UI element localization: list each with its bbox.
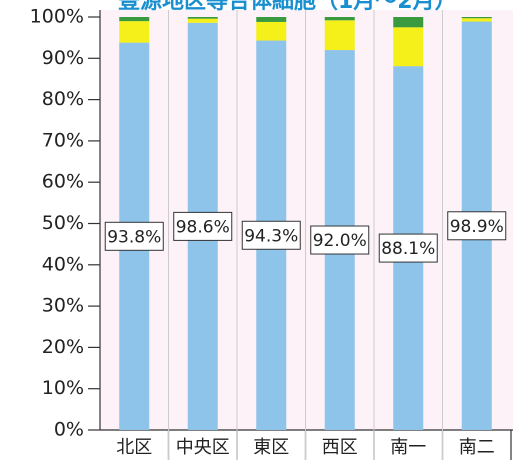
- x-tick-label: 南一: [390, 437, 426, 458]
- value-label-box: [173, 211, 233, 241]
- value-label: 92.0%: [313, 231, 367, 251]
- bar-segment: [256, 17, 287, 22]
- value-label-box: [241, 220, 301, 250]
- x-tick-label: 南二: [459, 437, 495, 458]
- y-tick-label: 80%: [42, 88, 84, 110]
- y-tick-label: 100%: [30, 6, 84, 28]
- chart-title: 豊源地区等合体細胞（1月～2月）: [118, 0, 457, 14]
- value-label: 94.3%: [244, 226, 298, 246]
- bar-segment: [393, 27, 424, 67]
- bar-segment: [461, 18, 492, 22]
- y-tick-label: 60%: [42, 171, 84, 193]
- value-label-box: [104, 221, 164, 251]
- value-label: 88.1%: [381, 239, 435, 259]
- value-label: 98.9%: [450, 217, 504, 237]
- x-tick-label: 東区: [253, 437, 289, 458]
- x-tick-label: 北区: [116, 437, 152, 458]
- value-label-box: [378, 233, 438, 263]
- y-tick-label: 40%: [42, 253, 84, 275]
- bar-segment: [187, 18, 218, 23]
- x-tick-label: 中央区: [176, 437, 230, 458]
- y-tick-label: 20%: [42, 336, 84, 358]
- bar-segment: [256, 21, 287, 41]
- bar-segment: [119, 21, 150, 43]
- bar-segment: [187, 17, 218, 19]
- bar-segment: [119, 17, 150, 22]
- x-tick-label: 西区: [322, 437, 358, 458]
- bar-segment: [324, 20, 355, 51]
- y-tick-label: 0%: [54, 419, 84, 441]
- y-tick-label: 70%: [42, 129, 84, 151]
- value-label-box: [447, 211, 507, 241]
- y-tick-label: 50%: [42, 212, 84, 234]
- y-tick-label: 90%: [42, 47, 84, 69]
- y-tick-label: 30%: [42, 295, 84, 317]
- bar-segment: [393, 17, 424, 28]
- y-tick-label: 10%: [42, 377, 84, 399]
- value-label: 98.6%: [176, 217, 230, 237]
- value-label-box: [310, 225, 370, 255]
- bar-segment: [324, 17, 355, 21]
- bar-segment: [461, 17, 492, 19]
- value-label: 93.8%: [107, 227, 161, 247]
